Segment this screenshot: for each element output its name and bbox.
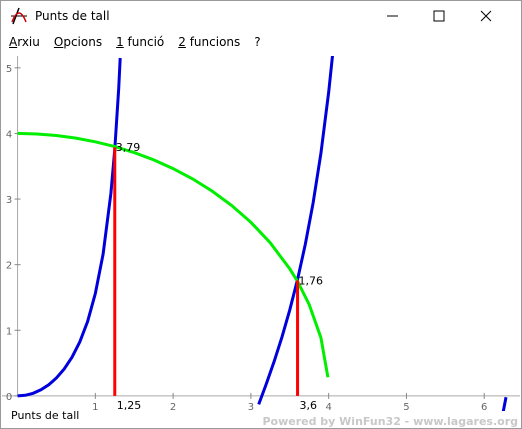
y-tick-label: 3 (6, 195, 12, 206)
curve (257, 56, 334, 405)
plot: 0 1 2 3 4 5 1 2 3 4 5 6 3,79 1,25 1,76 3,6 Punts de tall… (2, 56, 520, 427)
window-title: Punts de tall (35, 9, 110, 23)
intersection-y-label: 1,76 (299, 274, 324, 287)
y-tick-label: 1 (6, 326, 12, 337)
x-tick-label: 6 (481, 402, 487, 413)
y-tick-label: 5 (6, 64, 12, 75)
x-tick-label: 3 (248, 402, 254, 413)
menu-item[interactable]: 2 funcions (178, 35, 241, 49)
status-text: Punts de tall (11, 409, 79, 422)
menu-item[interactable]: 1 funció (116, 35, 165, 49)
x-tick-label: 2 (170, 402, 176, 413)
app-icon (11, 7, 27, 25)
intersection-x-label: 3,6 (300, 399, 318, 412)
close-button[interactable] (480, 10, 492, 22)
menu-item[interactable]: ? (254, 35, 261, 49)
title-bar: Punts de tall (1, 1, 521, 31)
credit-text: Powered by WinFun32 - www.lagares.org (262, 415, 518, 427)
y-tick-label: 2 (6, 261, 12, 272)
menu-bar: Arxiu Opcions 1 funció 2 funcions? (1, 31, 521, 53)
menu-item[interactable]: Arxiu (9, 35, 40, 49)
curve (17, 57, 122, 398)
menu-item[interactable]: Opcions (53, 35, 103, 49)
intersection-x-label: 1,25 (117, 399, 141, 412)
y-tick-label: 0 (6, 392, 12, 403)
x-tick-label: 1 (92, 402, 98, 413)
intersection-y-label: 3,79 (116, 141, 140, 154)
y-tick-label: 4 (6, 129, 12, 140)
curve (501, 396, 508, 411)
x-tick-label: 4 (325, 402, 331, 413)
maximize-button[interactable] (433, 10, 445, 22)
window-controls[interactable] (371, 1, 521, 31)
x-tick-label: 5 (403, 402, 409, 413)
